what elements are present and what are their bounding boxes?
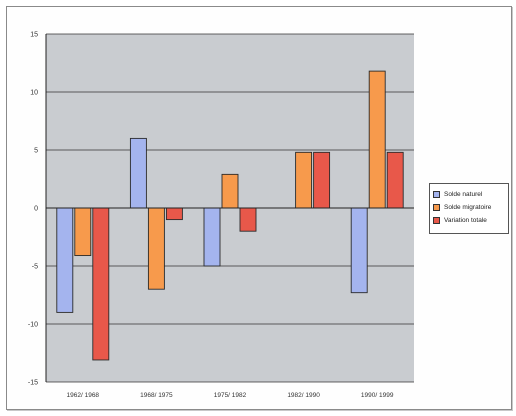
y-tick-label: -10 — [28, 322, 38, 329]
bar-variation-totale — [313, 151, 331, 209]
legend-swatch — [433, 191, 440, 198]
y-axis-tick-labels: 15 10 5 0 -5 -10 -15 — [28, 32, 38, 387]
bar-solde-naturel — [350, 207, 368, 294]
legend-label: Variation totale — [444, 217, 487, 224]
x-axis-category-labels: 1962/ 1968 1968/ 1975 1975/ 1982 1982/ 1990… — [67, 392, 394, 399]
legend-swatch — [433, 217, 440, 224]
legend-item: Variation totale — [433, 214, 505, 227]
bars — [56, 70, 404, 361]
bar-solde-migratoire — [368, 70, 386, 209]
legend-item: Solde naturel — [433, 188, 505, 201]
bar-solde-migratoire — [221, 173, 239, 209]
bar-solde-migratoire — [147, 207, 165, 290]
y-tick-label: 15 — [30, 32, 38, 39]
bar-solde-naturel — [203, 207, 221, 267]
bar-solde-migratoire — [74, 207, 92, 257]
x-category-label: 1975/ 1982 — [214, 392, 247, 399]
x-category-label: 1962/ 1968 — [67, 392, 100, 399]
x-category-label: 1968/ 1975 — [140, 392, 173, 399]
legend-item: Solde migratoire — [433, 201, 505, 214]
x-category-label: 1982/ 1990 — [287, 392, 320, 399]
x-category-label: 1990/ 1999 — [361, 392, 394, 399]
y-tick-label: 5 — [34, 148, 38, 155]
y-tick-label: -5 — [32, 264, 38, 271]
legend-swatch — [433, 204, 440, 211]
bar-variation-totale — [92, 207, 110, 361]
y-tick-label: 10 — [30, 90, 38, 97]
y-tick-label: 0 — [34, 206, 38, 213]
bar-solde-naturel — [56, 207, 74, 313]
bar-solde-migratoire — [295, 151, 313, 209]
legend-label: Solde migratoire — [444, 204, 492, 211]
bar-variation-totale — [165, 207, 183, 221]
legend: Solde naturel Solde migratoire Variation t… — [429, 183, 509, 234]
bar-variation-totale — [239, 207, 257, 232]
legend-label: Solde naturel — [444, 191, 483, 198]
bar-solde-naturel — [129, 137, 147, 209]
y-tick-label: -15 — [28, 380, 38, 387]
bar-variation-totale — [386, 151, 404, 209]
